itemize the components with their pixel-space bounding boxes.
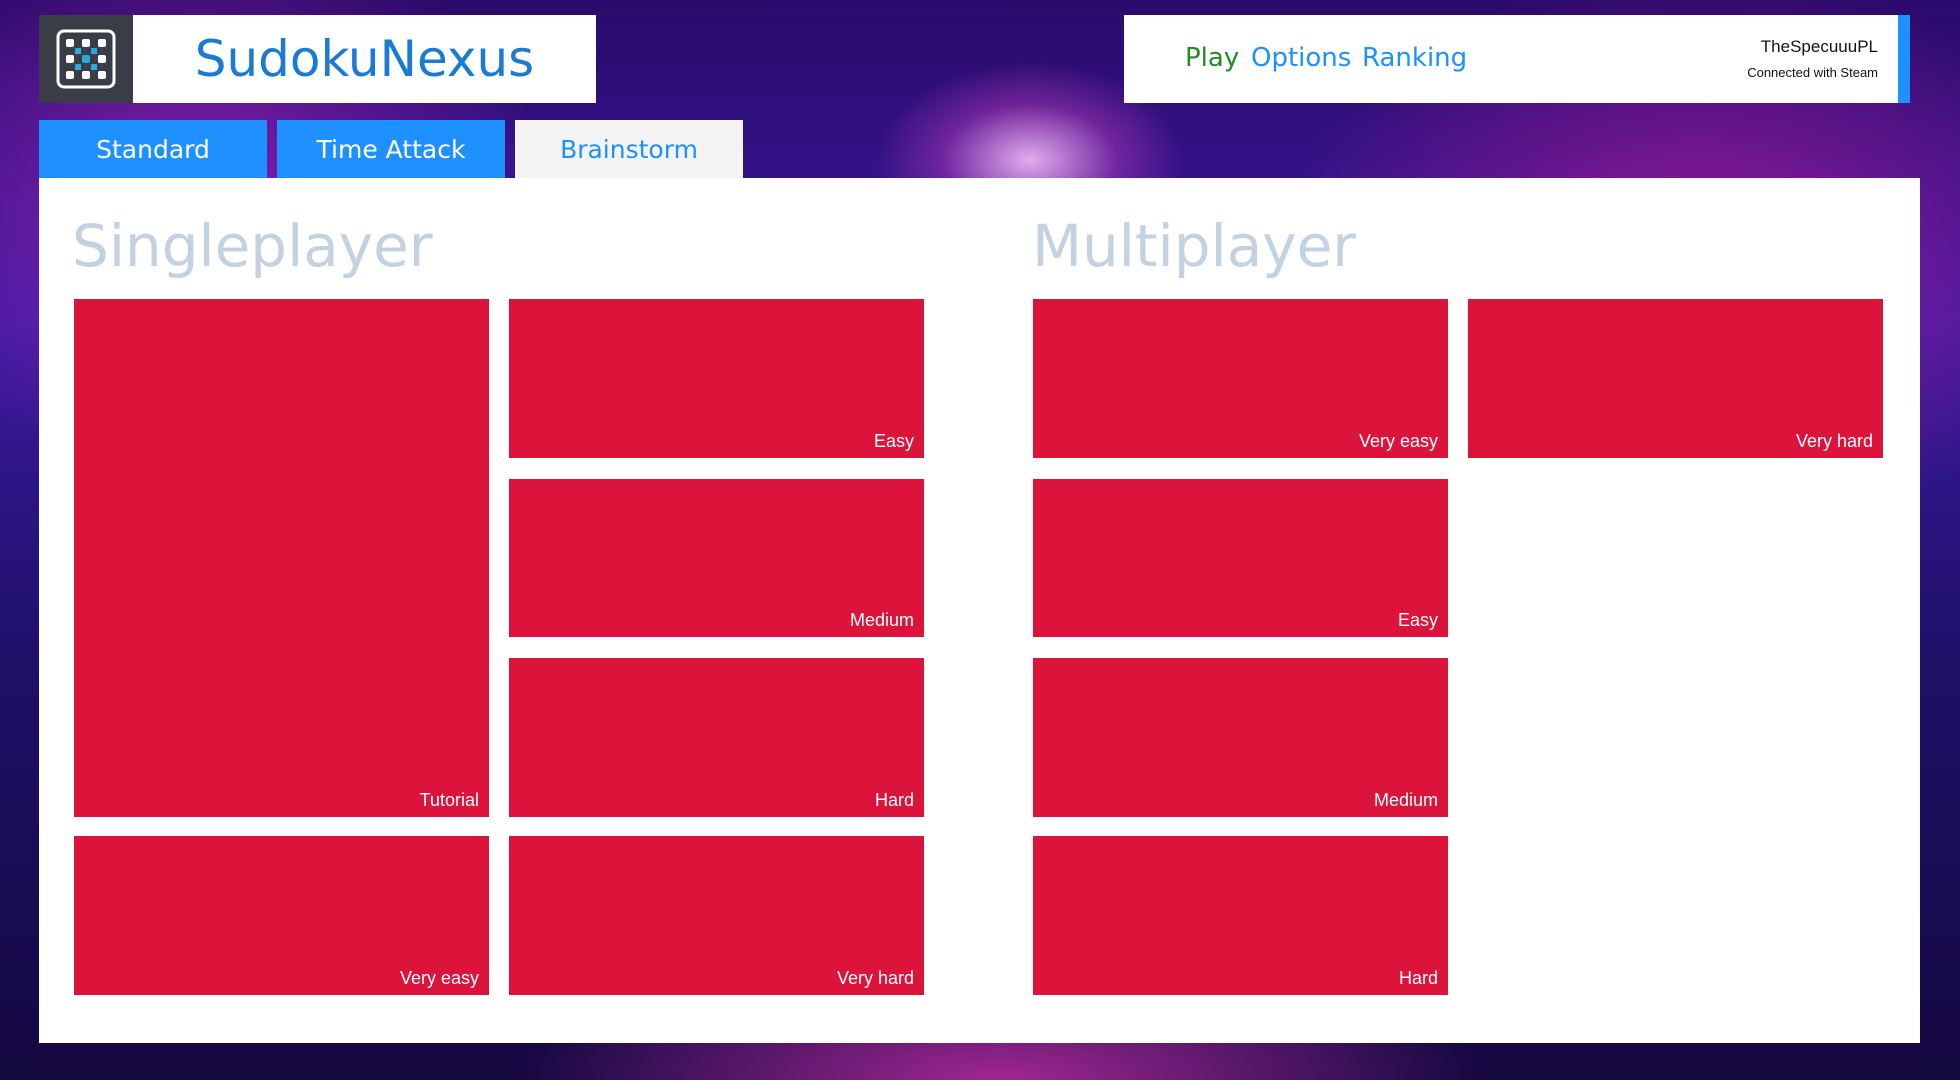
tile-sp-tutorial[interactable]: Tutorial: [74, 299, 489, 817]
tab-standard[interactable]: Standard: [39, 120, 267, 178]
nav-ranking[interactable]: Ranking: [1362, 43, 1468, 73]
tile-sp-hard[interactable]: Hard: [509, 658, 924, 817]
nav-accent-bar: [1898, 15, 1910, 103]
tab-time-attack[interactable]: Time Attack: [277, 120, 505, 178]
tile-mp-medium[interactable]: Medium: [1033, 658, 1448, 817]
tile-mp-very-easy[interactable]: Very easy: [1033, 299, 1448, 458]
tile-sp-easy[interactable]: Easy: [509, 299, 924, 458]
tile-sp-very-easy[interactable]: Very easy: [74, 836, 489, 995]
tile-sp-very-hard[interactable]: Very hard: [509, 836, 924, 995]
nav-options[interactable]: Options: [1251, 43, 1352, 73]
sudoku-grid-icon: [56, 29, 116, 89]
singleplayer-heading: Singleplayer: [72, 212, 433, 280]
tile-mp-easy[interactable]: Easy: [1033, 479, 1448, 637]
user-info[interactable]: TheSpecuuuPL Connected with Steam: [1747, 37, 1878, 80]
tile-sp-medium[interactable]: Medium: [509, 479, 924, 637]
multiplayer-heading: Multiplayer: [1032, 212, 1357, 280]
app-title: SudokuNexus: [133, 15, 596, 103]
username: TheSpecuuuPL: [1760, 37, 1878, 56]
connection-status: Connected with Steam: [1747, 65, 1878, 80]
tile-mp-very-hard[interactable]: Very hard: [1468, 299, 1883, 458]
top-nav: Play Options Ranking TheSpecuuuPL Connec…: [1124, 15, 1898, 103]
nav-play[interactable]: Play: [1185, 43, 1240, 73]
tab-brainstorm[interactable]: Brainstorm: [515, 120, 743, 178]
app-logo: [39, 15, 133, 103]
tile-mp-hard[interactable]: Hard: [1033, 836, 1448, 995]
